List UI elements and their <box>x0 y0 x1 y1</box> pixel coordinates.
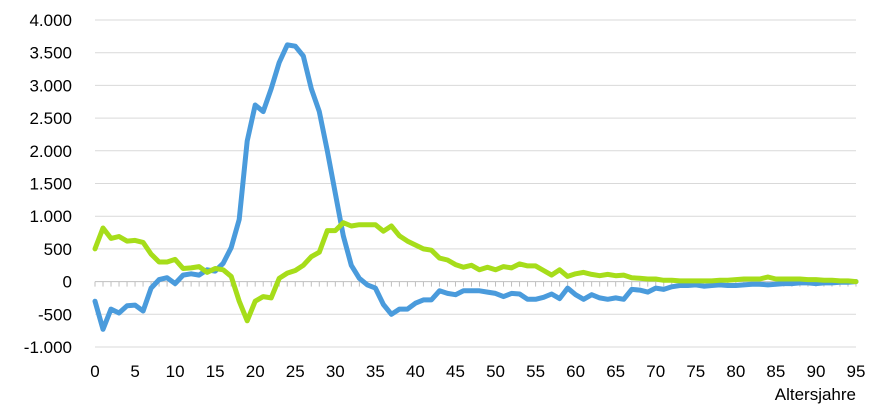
x-tick-label: 10 <box>166 362 185 381</box>
x-tick-label: 40 <box>406 362 425 381</box>
x-tick-label: 50 <box>486 362 505 381</box>
x-tick-label: 0 <box>90 362 99 381</box>
y-tick-label: 500 <box>44 240 72 259</box>
y-tick-label: 3.500 <box>29 44 72 63</box>
series-group <box>92 42 859 332</box>
x-tick-label: 5 <box>130 362 139 381</box>
x-tick-label: 70 <box>646 362 665 381</box>
x-tick-label: 90 <box>806 362 825 381</box>
y-tick-label: 4.000 <box>29 11 72 30</box>
x-tick-label: 20 <box>246 362 265 381</box>
x-axis-tick-labels: 0 5 10 15 20 25 30 35 40 45 50 55 60 65 70 75 80 85 90 95 <box>90 362 865 381</box>
x-axis-title: Altersjahre <box>775 385 856 404</box>
y-tick-label: -1.000 <box>24 338 72 357</box>
series-line-1 <box>92 42 859 332</box>
x-tick-label: 65 <box>606 362 625 381</box>
x-tick-label: 25 <box>286 362 305 381</box>
x-tick-label: 15 <box>206 362 225 381</box>
x-tick-label: 35 <box>366 362 385 381</box>
y-tick-label: 2.500 <box>29 109 72 128</box>
x-tick-label: 60 <box>566 362 585 381</box>
x-tick-label: 80 <box>726 362 745 381</box>
gridlines <box>95 19 856 348</box>
x-tick-label: 55 <box>526 362 545 381</box>
y-axis-tick-labels: -1.000 -500 0 500 1.000 1.500 2.000 2.500 3.000 3… <box>24 11 72 357</box>
y-tick-label: 3.000 <box>29 76 72 95</box>
x-tick-label: 95 <box>847 362 866 381</box>
y-tick-label: 0 <box>63 273 72 292</box>
x-tick-label: 30 <box>326 362 345 381</box>
series-line-2 <box>92 220 859 324</box>
y-tick-label: 1.500 <box>29 175 72 194</box>
x-tick-label: 45 <box>446 362 465 381</box>
y-tick-label: -500 <box>38 305 72 324</box>
x-tick-label: 75 <box>686 362 705 381</box>
y-tick-label: 1.000 <box>29 207 72 226</box>
y-tick-label: 2.000 <box>29 142 72 161</box>
x-tick-label: 85 <box>766 362 785 381</box>
